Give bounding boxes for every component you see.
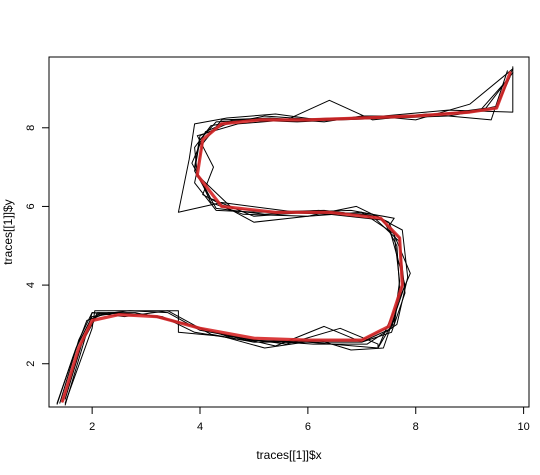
mean-trace-line bbox=[60, 71, 512, 403]
trace-line-3 bbox=[64, 76, 511, 406]
series-layer bbox=[56, 66, 514, 406]
y-axis-label: traces[[1]]$y bbox=[1, 199, 15, 264]
y-tick-label: 6 bbox=[25, 203, 37, 209]
x-tick-label: 8 bbox=[413, 421, 419, 433]
x-tick-label: 6 bbox=[305, 421, 311, 433]
y-tick-label: 2 bbox=[25, 361, 37, 367]
trace-line-7 bbox=[64, 76, 511, 400]
x-axis-label: traces[[1]]$x bbox=[256, 448, 321, 462]
trace-line-4 bbox=[64, 66, 514, 404]
x-tick-label: 4 bbox=[197, 421, 203, 433]
x-tick-label: 10 bbox=[517, 421, 529, 433]
y-axis: 2 4 6 8 bbox=[25, 125, 50, 367]
y-tick-label: 4 bbox=[25, 282, 37, 288]
x-axis: 2 4 6 8 10 bbox=[89, 406, 530, 433]
x-tick-label: 2 bbox=[89, 421, 95, 433]
y-tick-label: 8 bbox=[25, 125, 37, 131]
plot-frame bbox=[48, 56, 530, 408]
